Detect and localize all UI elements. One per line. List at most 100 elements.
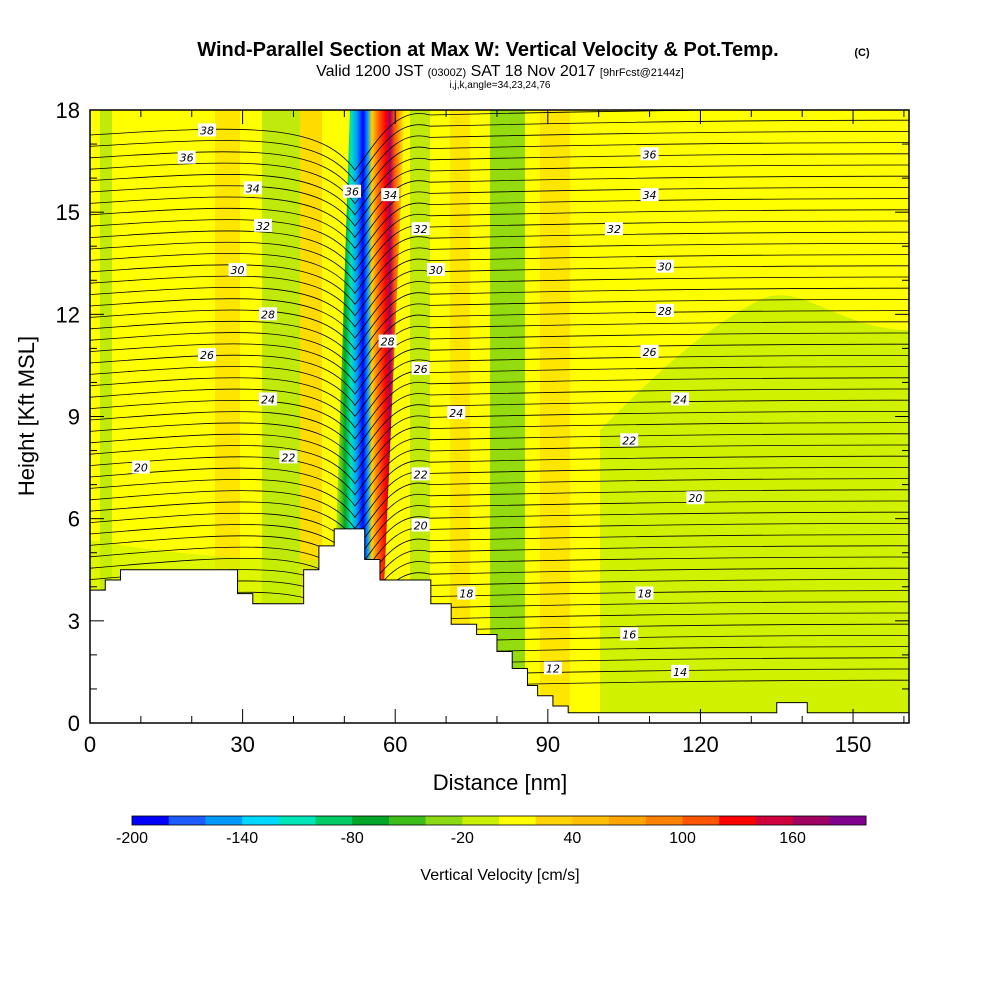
theta-label-box <box>411 361 430 375</box>
theta-label-box <box>457 586 476 600</box>
theta-label-text: 16 <box>622 628 636 641</box>
theta-label-box <box>426 263 445 277</box>
theta-contour-line <box>90 478 909 541</box>
theta-label-text: 26 <box>643 346 657 359</box>
theta-label-box <box>635 586 654 600</box>
theta-label: 20 <box>686 491 705 505</box>
theta-label: 34 <box>381 188 400 202</box>
theta-label: 22 <box>620 433 639 447</box>
colorbar-swatch <box>499 816 537 825</box>
theta-contour-line <box>90 467 909 530</box>
theta-contour-line <box>90 545 909 608</box>
colorbar-tick-label: -20 <box>451 830 474 847</box>
theta-label: 22 <box>279 450 298 464</box>
theta-contour-line <box>90 119 909 182</box>
theta-contour-line <box>90 175 909 238</box>
colorbar-tick-label: -140 <box>226 830 258 847</box>
theta-label-text: 22 <box>281 451 295 464</box>
theta-label-box <box>253 218 272 232</box>
colorbar-tick-label: 160 <box>779 830 806 847</box>
theta-label-box <box>342 184 361 198</box>
theta-contour-line <box>90 321 909 384</box>
colorbar-swatch <box>755 816 794 825</box>
theta-contour-line <box>90 187 909 250</box>
theta-contour-line <box>90 110 761 171</box>
theta-label-text: 20 <box>134 462 148 475</box>
theta-contour-line <box>90 153 909 216</box>
theta-contour-line <box>90 567 909 630</box>
theta-label-box <box>620 627 639 641</box>
theta-contour-line <box>90 399 909 462</box>
theta-label: 18 <box>457 586 476 601</box>
theta-label-text: 36 <box>345 186 359 199</box>
shading-streak <box>410 110 430 723</box>
theta-contour-line <box>90 556 909 619</box>
theta-contour-line <box>90 411 909 474</box>
theta-label-box <box>447 406 466 420</box>
theta-label-text: 24 <box>449 407 463 420</box>
colorbar-swatch <box>352 816 390 825</box>
y-tick-label: 18 <box>56 98 80 123</box>
theta-label: 32 <box>604 222 623 236</box>
theta-label-box <box>655 303 674 317</box>
theta-label-text: 30 <box>658 261 672 274</box>
theta-label-text: 18 <box>459 588 473 601</box>
theta-contour-line <box>90 220 909 283</box>
colorbar-swatch <box>205 816 243 825</box>
theta-label-text: 36 <box>180 152 194 165</box>
theta-label-text: 34 <box>246 182 260 195</box>
theta-label-text: 32 <box>607 223 621 236</box>
theta-label: 24 <box>259 392 278 406</box>
theta-contour-line <box>90 131 909 194</box>
theta-label-box <box>177 150 196 164</box>
theta-label-box <box>259 392 278 406</box>
chart-title: Wind-Parallel Section at Max W: Vertical… <box>197 39 778 61</box>
theta-label-text: 12 <box>546 663 560 676</box>
theta-label-box <box>671 664 690 678</box>
x-tick-label: 30 <box>230 732 254 757</box>
theta-label: 28 <box>378 334 397 349</box>
theta-label-box <box>411 518 430 532</box>
colorbar-swatch <box>609 816 647 825</box>
y-tick-label: 9 <box>68 405 80 430</box>
colorbar-swatch <box>278 816 316 825</box>
theta-label: 22 <box>411 467 430 481</box>
theta-label: 26 <box>640 344 659 359</box>
theta-label: 20 <box>131 460 150 475</box>
theta-label-text: 34 <box>643 189 657 202</box>
theta-contour-line <box>90 343 909 406</box>
theta-label-text: 32 <box>414 223 428 236</box>
theta-contour-line <box>90 433 909 496</box>
theta-label-box <box>411 222 430 236</box>
theta-contour-line <box>90 243 909 306</box>
theta-contour-line <box>90 455 909 518</box>
theta-label: 18 <box>635 586 654 601</box>
colorbar-tick-label: 100 <box>669 830 696 847</box>
theta-contour-line <box>90 332 909 395</box>
theta-label-text: 28 <box>261 308 275 321</box>
theta-label-box <box>198 123 216 137</box>
theta-label-text: 26 <box>414 363 428 376</box>
theta-contour-line <box>90 164 909 227</box>
theta-label-text: 28 <box>381 336 395 349</box>
theta-label-text: 20 <box>414 519 428 532</box>
theta-label: 34 <box>640 188 659 202</box>
subtitle-zulu: (0300Z) <box>428 67 467 79</box>
colorbar-swatch <box>682 816 720 825</box>
theta-label-box <box>543 661 562 675</box>
theta-label-text: 22 <box>622 434 636 447</box>
x-tick-label: 60 <box>383 732 407 757</box>
theta-label-box <box>411 467 430 481</box>
theta-label: 24 <box>671 392 690 406</box>
colorbar-tick-label: -80 <box>341 830 364 847</box>
theta-contour-line <box>90 500 909 563</box>
theta-label-text: 20 <box>688 492 702 505</box>
theta-contour-line <box>90 310 909 373</box>
theta-contour-line <box>90 489 909 552</box>
theta-contour-line <box>90 209 909 272</box>
theta-label: 28 <box>655 303 674 318</box>
chart-indices: i,j,k,angle=34,23,24,76 <box>450 80 551 91</box>
theta-label: 14 <box>671 664 690 679</box>
